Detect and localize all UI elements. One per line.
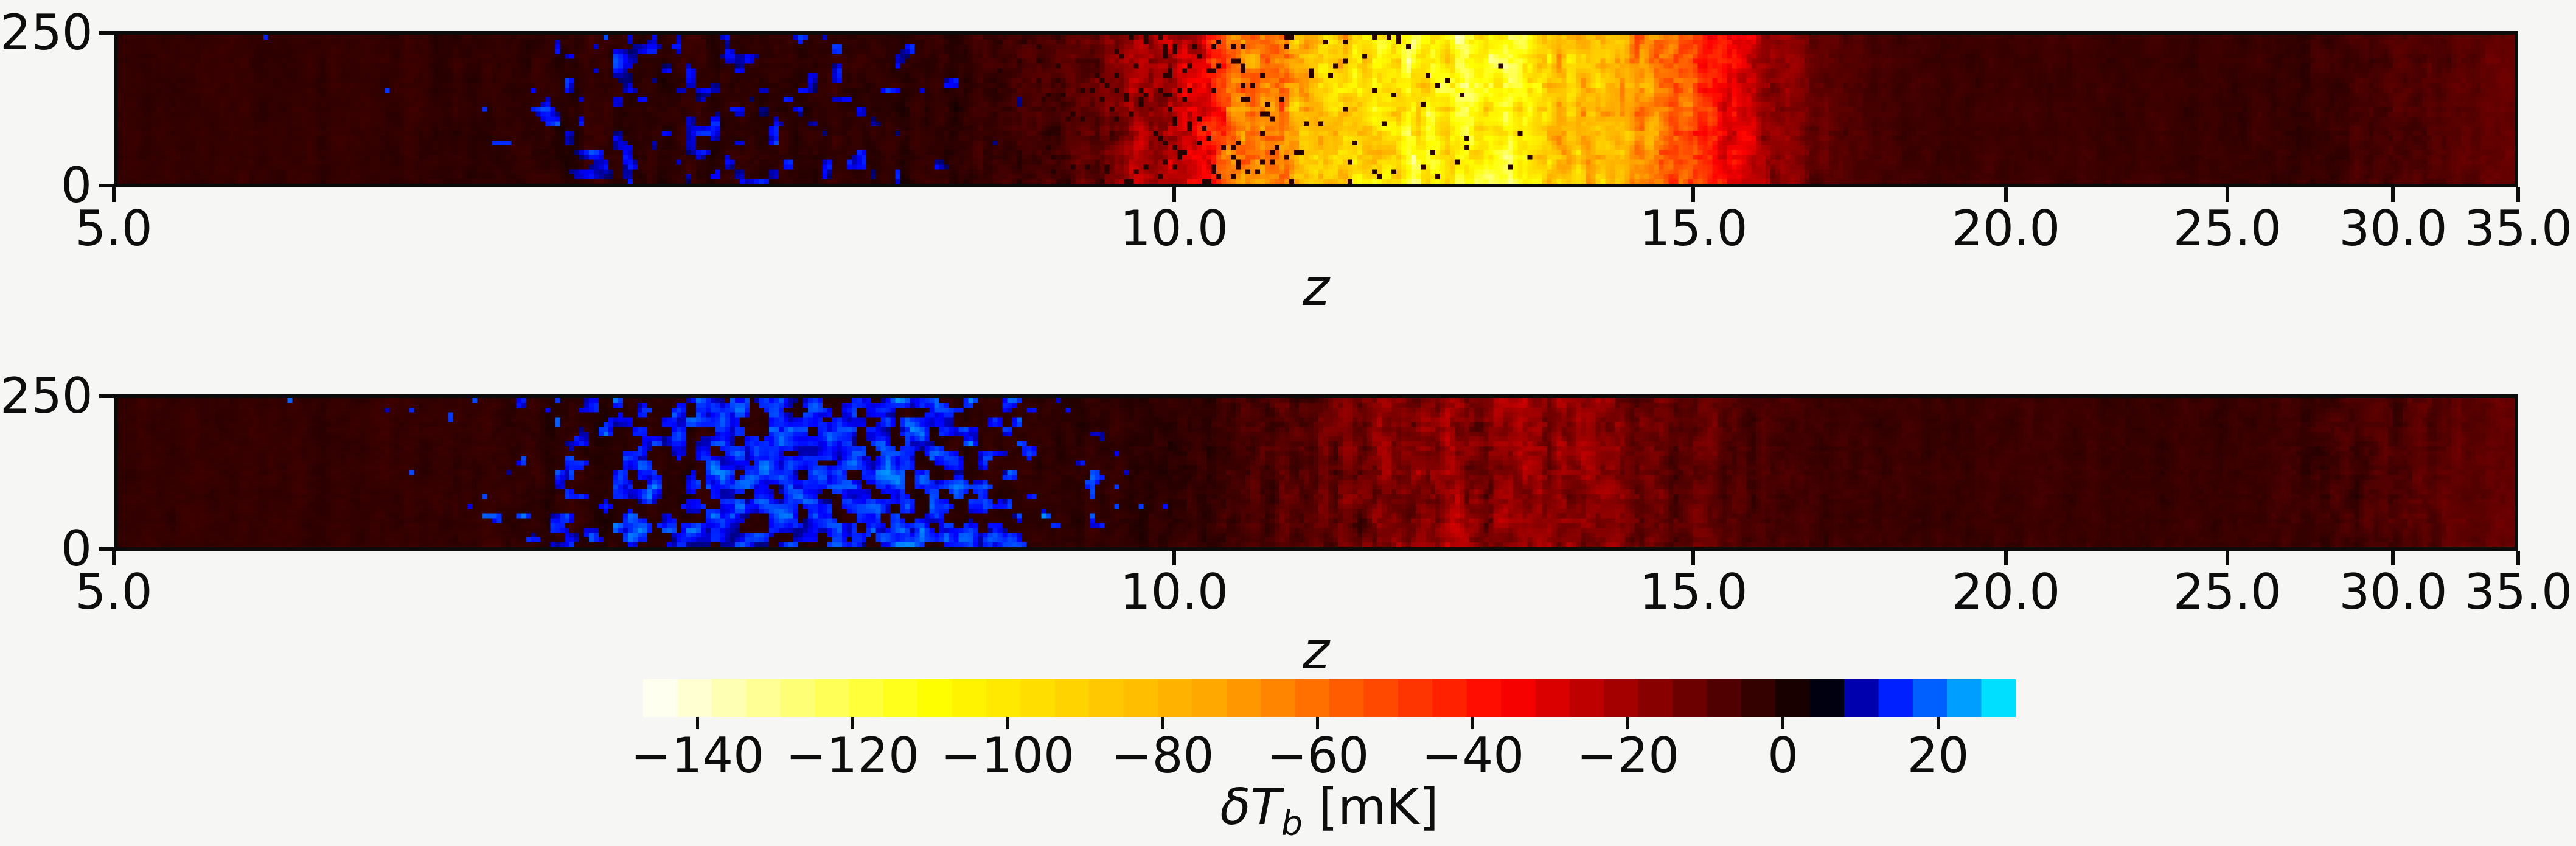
x-tick-mark [2516,551,2520,565]
colorbar-tick-mark [1471,717,1475,729]
colorbar-tick-mark [1006,717,1009,729]
x-tick-label: 35.0 [2463,564,2573,620]
x-tick-label: 20.0 [1952,200,2061,257]
x-tick-mark [1172,551,1176,565]
x-tick-mark [112,551,116,565]
x-tick-label: 35.0 [2463,200,2573,257]
y-tick-label: 250 [0,4,93,61]
y-tick-mark [99,184,114,187]
x-tick-mark [112,187,116,202]
colorbar-tick-label: −20 [1576,727,1680,784]
x-tick-label: 10.0 [1119,564,1228,620]
colorbar-axis-label: δTb [mK] [1220,783,1438,841]
x-axis-label-top: z [1302,257,1330,317]
x-tick-label: 5.0 [75,200,153,257]
x-tick-mark [2391,187,2395,202]
x-tick-label: 25.0 [2173,200,2282,257]
lightcone-heatmap-bottom [117,398,2515,547]
x-axis-label-bottom: z [1302,621,1330,680]
colorbar-label-units: [mK] [1302,778,1439,836]
x-tick-mark [1691,187,1696,202]
colorbar-tick-mark [851,717,854,729]
x-tick-label: 25.0 [2173,564,2282,620]
colorbar-label-subscript: b [1281,803,1303,844]
y-tick-label: 0 [61,157,92,214]
y-tick-mark [99,547,114,551]
x-tick-label: 15.0 [1639,200,1748,257]
lightcone-panel-top [114,31,2518,187]
colorbar-tick-label: −60 [1266,727,1370,784]
colorbar-tick-mark [1781,717,1785,729]
colorbar-tick-mark [1161,717,1164,729]
colorbar-tick-label: −120 [785,727,919,784]
x-tick-mark [2391,551,2395,565]
x-tick-label: 10.0 [1119,200,1228,257]
x-tick-mark [2225,187,2229,202]
y-tick-label: 250 [0,368,93,424]
y-tick-mark [99,31,114,35]
lightcone-heatmap-top [117,35,2515,184]
colorbar-label-symbol: δT [1220,778,1281,836]
x-tick-mark [2516,187,2520,202]
colorbar-gradient [643,679,2016,717]
x-tick-label: 30.0 [2339,200,2448,257]
colorbar-tick-label: 20 [1907,727,1969,784]
x-tick-label: 30.0 [2339,564,2448,620]
colorbar-tick-label: −40 [1421,727,1525,784]
x-tick-mark [2004,551,2008,565]
x-tick-label: 20.0 [1952,564,2061,620]
y-tick-label: 0 [61,520,92,577]
x-tick-mark [1172,187,1176,202]
colorbar-tick-mark [1626,717,1630,729]
colorbar-tick-mark [695,717,699,729]
x-tick-label: 5.0 [75,564,153,620]
x-tick-label: 15.0 [1639,564,1748,620]
x-tick-mark [2225,551,2229,565]
colorbar-tick-label: 0 [1767,727,1799,784]
lightcone-panel-bottom [114,394,2518,551]
x-tick-mark [2004,187,2008,202]
colorbar-tick-label: −80 [1111,727,1214,784]
x-tick-mark [1691,551,1696,565]
colorbar-tick-label: −140 [630,727,765,784]
y-tick-mark [99,394,114,398]
colorbar-tick-mark [1937,717,1940,729]
colorbar-tick-mark [1316,717,1320,729]
colorbar-tick-label: −100 [941,727,1074,784]
